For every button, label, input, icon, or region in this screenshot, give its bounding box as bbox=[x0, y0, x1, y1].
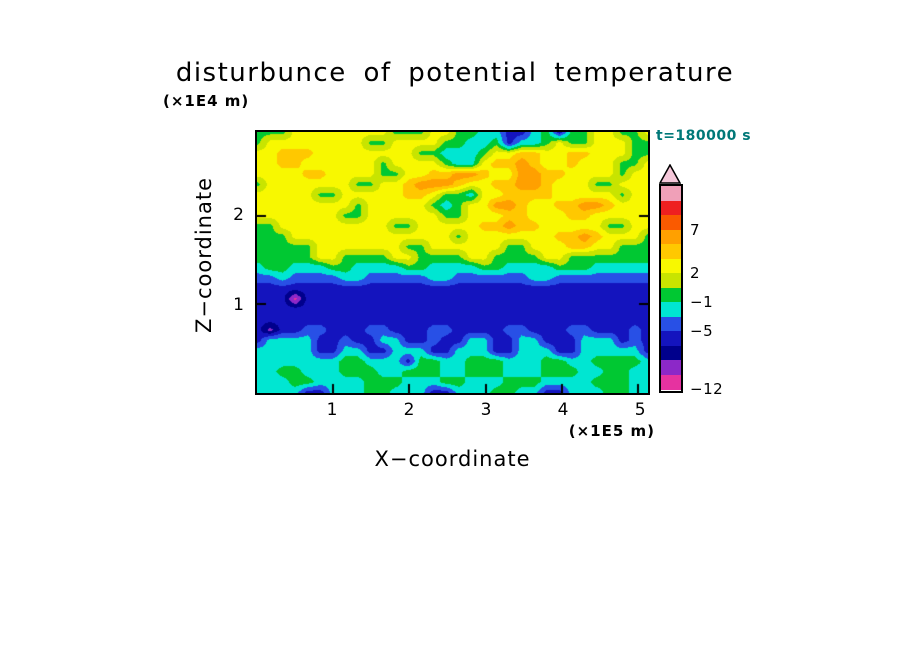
colorbar-segment bbox=[661, 200, 681, 216]
time-annotation: t=180000 s bbox=[656, 128, 752, 144]
x-axis-title: X−coordinate bbox=[374, 447, 531, 471]
x-axis-unit-label: (×1E5 m) bbox=[568, 422, 655, 440]
z-tick-label: 1 bbox=[233, 294, 244, 315]
x-tick-label: 2 bbox=[403, 400, 415, 420]
colorbar-segment bbox=[661, 302, 681, 317]
colorbar-segment bbox=[661, 215, 681, 230]
colorbar-tick-label: 2 bbox=[690, 264, 701, 282]
z-tick-label: 2 bbox=[233, 204, 244, 225]
colorbar-segment bbox=[661, 258, 681, 274]
colorbar-tick-label: 7 bbox=[690, 220, 701, 239]
colorbar-segment bbox=[661, 331, 681, 346]
colorbar-segment bbox=[661, 316, 681, 332]
colorbar-segment bbox=[661, 273, 681, 288]
x-tick-label: 3 bbox=[480, 400, 492, 420]
colorbar-tick-label: −1 bbox=[690, 293, 714, 311]
colorbar-segment bbox=[661, 360, 681, 375]
colorbar-segment bbox=[661, 287, 681, 303]
colorbar-tick-label: −12 bbox=[690, 380, 724, 398]
contour-field bbox=[257, 132, 648, 393]
z-axis-title: Z−coordinate bbox=[192, 177, 216, 333]
x-tick-label: 4 bbox=[557, 400, 569, 420]
x-tick-label: 5 bbox=[634, 400, 646, 420]
colorbar-segment bbox=[661, 229, 681, 245]
colorbar-segment bbox=[661, 244, 681, 259]
x-tick-label: 1 bbox=[326, 400, 338, 420]
colorbar-segment bbox=[661, 186, 681, 201]
colorbar-arrow-icon bbox=[659, 164, 681, 184]
z-axis-unit-label: (×1E4 m) bbox=[163, 92, 250, 110]
plot-frame bbox=[255, 130, 650, 395]
colorbar-segment bbox=[661, 374, 681, 390]
colorbar bbox=[659, 184, 683, 393]
chart-title: disturbunce of potential temperature bbox=[175, 58, 735, 88]
colorbar-segment bbox=[661, 345, 681, 361]
colorbar-tick-label: −5 bbox=[690, 322, 714, 340]
